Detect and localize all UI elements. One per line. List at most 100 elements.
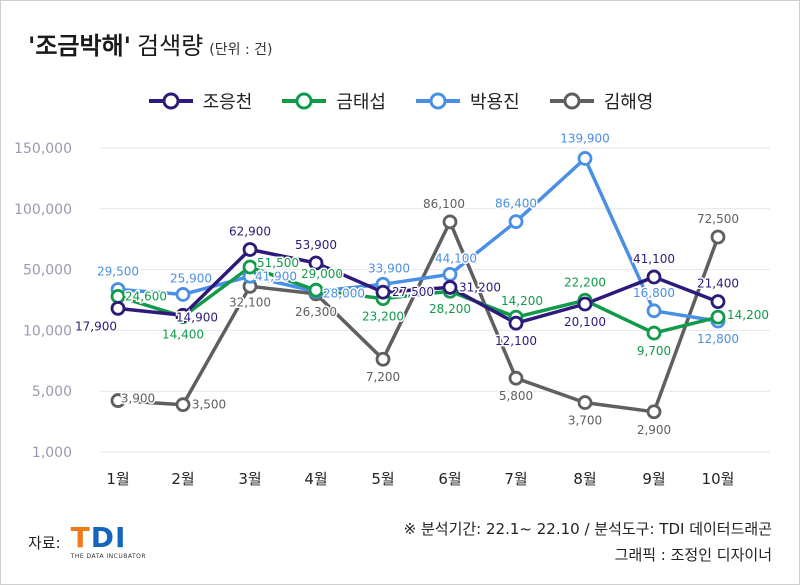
y-tick-label-3: 50,000 xyxy=(23,263,72,279)
x-tick-label-6: 7월 xyxy=(504,470,527,488)
legend-marker-2 xyxy=(429,92,447,110)
data-label-2-5: 44,100 xyxy=(435,251,477,265)
data-label-3-2: 32,100 xyxy=(229,295,271,309)
data-label-0-5: 31,200 xyxy=(459,280,501,294)
data-label-3-0: 3,900 xyxy=(121,392,155,406)
data-label-2-2: 41,900 xyxy=(255,269,297,283)
legend-item-1: 금태섭 xyxy=(280,88,386,114)
legend-item-2: 박용진 xyxy=(414,88,520,114)
x-tick-label-4: 5월 xyxy=(371,470,394,488)
point-3-6 xyxy=(508,370,524,386)
point-0-5 xyxy=(442,280,458,295)
chart-title: '조금박해' 검색량 (단위 : 건) xyxy=(28,26,272,61)
y-tick-label-2: 10,000 xyxy=(23,323,72,339)
tdi-logo-text: TDI xyxy=(70,521,127,554)
series-line-1 xyxy=(117,265,719,335)
point-0-1 xyxy=(175,307,191,323)
point-2-8 xyxy=(646,303,662,319)
series-line-0 xyxy=(117,247,719,325)
data-label-3-4: 7,200 xyxy=(366,370,400,384)
point-3-1 xyxy=(175,397,191,413)
point-3-8 xyxy=(646,404,662,420)
legend-item-0: 조응천 xyxy=(147,88,253,114)
source-label: 자료: xyxy=(28,533,61,552)
data-label-0-2: 62,900 xyxy=(229,224,271,238)
point-3-9 xyxy=(710,229,726,245)
x-tick-label-0: 1월 xyxy=(106,470,129,488)
point-1-9 xyxy=(710,309,726,325)
source: 자료: TDI THE DATA INCUBATOR xyxy=(28,521,147,561)
data-label-3-5: 86,100 xyxy=(423,197,465,211)
point-3-0 xyxy=(110,393,126,408)
point-3-4 xyxy=(375,351,391,367)
data-label-2-7: 139,900 xyxy=(560,131,610,145)
data-label-1-5: 28,200 xyxy=(429,302,471,316)
point-0-7 xyxy=(577,296,593,312)
legend-marker-1 xyxy=(295,92,313,110)
data-label-1-0: 24,600 xyxy=(125,289,167,303)
data-label-3-8: 2,900 xyxy=(637,423,671,437)
data-label-0-1: 14,900 xyxy=(176,310,218,324)
x-tick-label-5: 6월 xyxy=(438,470,461,488)
point-2-1 xyxy=(175,287,191,302)
x-tick-label-3: 4월 xyxy=(304,470,327,488)
analysis-note: ※ 분석기간: 22.1~ 22.10 / 분석도구: TDI 데이터드래곤 xyxy=(403,520,772,538)
legend-item-3: 김해영 xyxy=(548,88,654,114)
data-label-3-9: 72,500 xyxy=(697,212,739,226)
legend-swatch-3 xyxy=(549,92,594,110)
legend-marker-3 xyxy=(563,92,581,110)
point-1-0 xyxy=(110,288,126,304)
point-0-3 xyxy=(308,255,324,271)
tdi-logo-subtext: THE DATA INCUBATOR xyxy=(70,553,147,560)
legend-swatch-2 xyxy=(416,92,460,110)
graphic-credit: 그래픽 : 조정인 디자이너 xyxy=(614,546,772,564)
point-2-5 xyxy=(442,266,458,282)
point-2-6 xyxy=(508,214,524,230)
point-0-8 xyxy=(646,269,662,285)
data-label-2-4: 33,900 xyxy=(368,261,410,275)
x-tick-label-1: 2월 xyxy=(171,470,194,488)
legend: 조응천 금태섭 박용진 김해영 xyxy=(0,88,800,114)
legend-marker-0 xyxy=(162,92,180,110)
y-tick-label-4: 100,000 xyxy=(14,202,72,218)
point-1-8 xyxy=(646,325,662,341)
y-tick-label-5: 150,000 xyxy=(14,141,72,157)
data-label-0-6: 12,100 xyxy=(495,334,537,348)
y-tick-label-0: 1,000 xyxy=(32,445,72,461)
data-label-1-6: 14,200 xyxy=(501,294,543,308)
data-label-2-6: 86,400 xyxy=(495,197,537,211)
data-label-3-7: 3,700 xyxy=(568,414,602,428)
point-3-7 xyxy=(577,395,593,410)
x-tick-label-8: 9월 xyxy=(642,470,665,488)
data-label-2-1: 25,900 xyxy=(170,271,212,285)
legend-label-1: 금태섭 xyxy=(336,92,386,113)
data-label-2-9: 12,800 xyxy=(697,332,739,346)
data-label-1-9: 14,200 xyxy=(727,308,769,322)
data-label-3-6: 5,800 xyxy=(499,389,533,403)
data-label-1-3: 29,000 xyxy=(301,267,343,281)
data-label-0-4: 27,500 xyxy=(392,285,434,299)
x-tick-label-9: 10월 xyxy=(702,470,735,488)
point-0-2 xyxy=(242,242,258,257)
data-label-3-1: 3,500 xyxy=(192,398,226,412)
point-0-4 xyxy=(375,284,391,300)
data-label-1-2: 51,500 xyxy=(257,256,299,270)
data-label-2-3: 28,000 xyxy=(323,287,365,301)
data-label-0-9: 21,400 xyxy=(697,277,739,291)
point-3-5 xyxy=(442,214,458,230)
legend-label-2: 박용진 xyxy=(470,92,520,113)
title-main: '조금박해' xyxy=(28,32,132,60)
tdi-logo: TDI THE DATA INCUBATOR xyxy=(70,521,147,561)
legend-label-3: 김해영 xyxy=(603,92,654,113)
data-label-1-1: 14,400 xyxy=(162,328,204,342)
point-1-2 xyxy=(242,259,258,275)
data-label-1-7: 22,200 xyxy=(564,275,606,289)
data-label-0-3: 53,900 xyxy=(295,238,337,252)
series-line-2 xyxy=(117,156,719,323)
data-label-0-0: 17,900 xyxy=(75,319,117,333)
legend-label-0: 조응천 xyxy=(202,92,253,113)
point-1-3 xyxy=(308,282,324,298)
title-unit: (단위 : 건) xyxy=(209,42,273,58)
footer-notes: ※ 분석기간: 22.1~ 22.10 / 분석도구: TDI 데이터드래곤 그… xyxy=(404,516,772,568)
